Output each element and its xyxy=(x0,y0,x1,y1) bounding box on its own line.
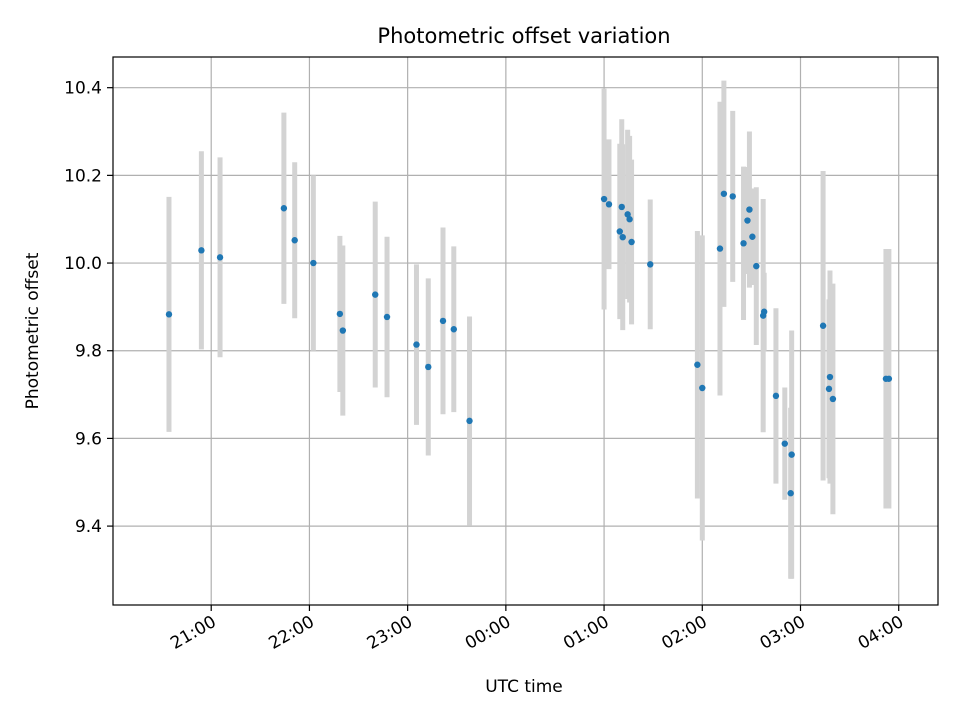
data-point xyxy=(413,341,420,348)
x-axis-label: UTC time xyxy=(485,677,563,697)
data-point xyxy=(450,326,458,333)
data-point xyxy=(740,240,747,247)
data-point xyxy=(336,310,344,318)
data-point xyxy=(605,201,613,208)
data-point xyxy=(383,313,391,321)
data-point xyxy=(699,384,706,392)
data-point xyxy=(825,385,833,393)
y-tick-label: 9.4 xyxy=(75,517,102,537)
data-point xyxy=(694,361,701,368)
data-point xyxy=(744,217,751,224)
data-point xyxy=(716,245,724,252)
chart-title: Photometric offset variation xyxy=(377,24,670,48)
y-tick-label: 9.6 xyxy=(75,429,102,449)
plot-frame xyxy=(112,56,939,606)
data-point xyxy=(760,308,768,315)
data-point xyxy=(216,254,224,261)
data-point xyxy=(826,373,834,381)
data-point xyxy=(729,193,736,200)
data-point xyxy=(746,206,753,213)
data-point xyxy=(310,259,317,267)
data-point xyxy=(628,238,635,246)
data-point xyxy=(619,233,626,241)
y-axis-ticks: 9.4 9.6 9.8 10.0 10.2 10.4 xyxy=(64,79,113,537)
data-point xyxy=(439,317,447,325)
data-point xyxy=(647,261,654,268)
data-point xyxy=(885,375,893,382)
data-point xyxy=(720,190,728,197)
y-tick-label: 10.4 xyxy=(64,79,102,99)
data-point xyxy=(819,322,827,329)
data-point xyxy=(753,262,760,270)
y-axis-label: Photometric offset xyxy=(23,252,43,409)
data-point xyxy=(772,392,780,400)
data-point xyxy=(291,237,298,244)
data-point xyxy=(425,363,432,371)
data-point xyxy=(781,440,788,447)
data-point xyxy=(466,417,473,425)
data-point xyxy=(787,490,794,497)
y-tick-label: 10.0 xyxy=(64,254,102,274)
data-point xyxy=(749,233,756,240)
data-point xyxy=(372,291,379,298)
data-point xyxy=(600,195,608,203)
y-tick-label: 10.2 xyxy=(64,166,102,186)
data-point xyxy=(618,203,625,211)
data-point xyxy=(626,216,633,223)
y-tick-label: 9.8 xyxy=(75,342,102,362)
data-point xyxy=(616,228,623,235)
data-point xyxy=(198,247,205,254)
data-point xyxy=(280,205,288,212)
data-point xyxy=(165,311,173,318)
data-point xyxy=(788,451,795,458)
data-point xyxy=(339,327,347,334)
data-point xyxy=(624,211,631,218)
data-points xyxy=(165,190,893,497)
data-point xyxy=(829,395,837,403)
